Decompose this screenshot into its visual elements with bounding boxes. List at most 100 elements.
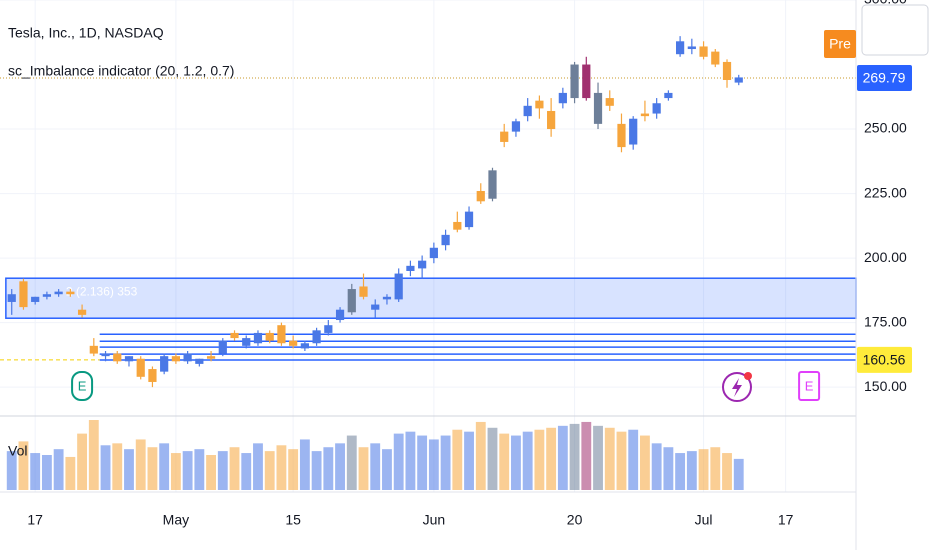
volume-bar xyxy=(182,451,193,490)
volume-bar xyxy=(30,453,41,490)
y-tick-label: 200.00 xyxy=(864,249,907,265)
candle-body xyxy=(31,296,40,302)
candle-body xyxy=(206,356,216,359)
candle-body xyxy=(300,343,309,349)
candle-body xyxy=(253,332,263,344)
volume-bar xyxy=(229,447,240,490)
volume-bar xyxy=(194,449,205,490)
candle-body xyxy=(183,353,192,362)
volume-bar xyxy=(358,447,369,490)
volume-bar xyxy=(241,453,252,490)
volume-bar xyxy=(135,439,146,490)
imbalance-zone xyxy=(5,277,857,319)
volume-bar xyxy=(534,429,545,490)
session-label: Pre xyxy=(829,36,851,52)
candle-body xyxy=(382,296,392,300)
candle-body xyxy=(136,358,145,377)
candle-body xyxy=(394,273,403,300)
volume-bar xyxy=(253,443,263,490)
candle-body xyxy=(312,330,321,344)
volume-bar xyxy=(698,449,709,490)
volume-bar xyxy=(124,449,134,490)
candle-body xyxy=(535,100,544,109)
volume-bar xyxy=(393,433,404,490)
candle-body xyxy=(406,265,415,271)
volume-bar xyxy=(417,435,428,490)
candle-body xyxy=(7,294,16,302)
volume-bar xyxy=(546,427,557,490)
candle-body xyxy=(230,332,239,339)
candle-body xyxy=(89,345,98,354)
volume-bar xyxy=(475,421,486,490)
candle-body xyxy=(101,353,110,357)
x-tick-label: May xyxy=(163,512,189,528)
candle-body xyxy=(42,294,52,297)
earnings-icon[interactable] xyxy=(798,371,821,401)
candle-body xyxy=(19,281,28,308)
candle-body xyxy=(429,247,438,259)
volume-bar xyxy=(557,425,568,490)
earnings-label: E xyxy=(805,378,814,393)
candle-body xyxy=(558,92,567,104)
volume-bar xyxy=(100,445,111,490)
candle-body xyxy=(582,64,591,99)
candle-body xyxy=(570,64,579,99)
volume-bar xyxy=(311,451,322,490)
y-tick-label: 225.00 xyxy=(864,184,907,200)
candle-body xyxy=(629,118,638,145)
candle-body xyxy=(160,356,169,372)
volume-bar xyxy=(722,453,732,490)
x-tick-label: 17 xyxy=(27,512,43,528)
candle-body xyxy=(66,291,75,295)
candle-body xyxy=(593,92,603,124)
candle-body xyxy=(148,369,157,382)
candle-body xyxy=(289,340,298,346)
volume-bar xyxy=(675,453,686,490)
earnings-icon[interactable] xyxy=(71,371,94,401)
candle-body xyxy=(605,98,614,106)
volume-bar xyxy=(663,447,674,490)
y-tick-label: 150.00 xyxy=(864,378,907,394)
x-tick-label: Jul xyxy=(695,512,713,528)
volume-bar xyxy=(382,449,392,490)
candle-body xyxy=(687,46,696,50)
volume-bar xyxy=(65,456,76,490)
volume-bar xyxy=(464,431,474,490)
zone-label: 2 (2.136) 353 xyxy=(66,284,138,298)
candle-body xyxy=(242,338,251,346)
candle-body xyxy=(711,51,720,65)
candle-body xyxy=(453,221,462,230)
candle-body xyxy=(371,304,380,310)
candle-body xyxy=(113,353,122,362)
candle-body xyxy=(195,358,204,364)
volume-bar xyxy=(299,439,310,490)
volume-bar xyxy=(41,455,52,490)
y-tick-label: 175.00 xyxy=(864,313,907,329)
volume-bar xyxy=(88,420,99,490)
candle-body xyxy=(277,325,286,344)
candle-body xyxy=(171,356,180,362)
candle-body xyxy=(488,170,497,199)
volume-bar xyxy=(405,431,416,490)
candle-body xyxy=(359,286,368,297)
last-price-badge xyxy=(857,64,912,91)
volume-bar xyxy=(640,435,650,490)
grid xyxy=(0,0,856,492)
lightning-icon xyxy=(732,378,742,397)
marker-price-badge xyxy=(857,346,912,373)
volume-bar xyxy=(370,443,381,490)
volume-bar xyxy=(569,423,580,490)
volume-bar xyxy=(217,451,228,490)
control-box[interactable] xyxy=(861,4,929,56)
volume-bar xyxy=(604,427,615,490)
x-tick-label: 20 xyxy=(567,512,583,528)
x-tick-label: Jun xyxy=(423,512,446,528)
volume-bar xyxy=(159,443,170,490)
indicator-label: sc_Imbalance indicator (20, 1.2, 0.7) xyxy=(8,63,234,79)
candle-body xyxy=(418,260,427,269)
x-tick-label: 17 xyxy=(778,512,794,528)
candle-body xyxy=(547,110,556,130)
volume-bar xyxy=(77,433,88,490)
candle-body xyxy=(54,291,63,295)
volume-bar xyxy=(147,447,158,490)
